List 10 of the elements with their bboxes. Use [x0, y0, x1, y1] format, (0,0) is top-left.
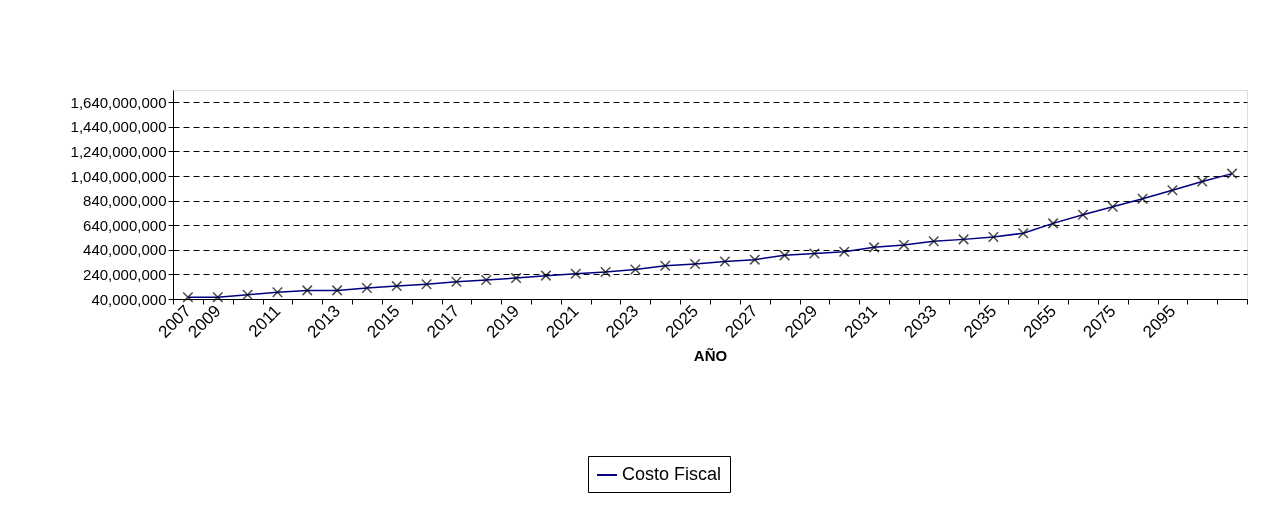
y-tick-label: 240,000,000: [83, 265, 167, 283]
legend-label: Costo Fiscal: [622, 464, 722, 484]
x-axis-title: AÑO: [693, 346, 728, 364]
y-tick-label: 1,240,000,000: [70, 142, 167, 160]
y-tick-label: 1,040,000,000: [70, 167, 167, 185]
y-tick-label: 840,000,000: [83, 192, 167, 210]
y-tick-label: 1,440,000,000: [70, 118, 167, 136]
y-tick-label: 440,000,000: [83, 241, 167, 259]
y-tick-label: 640,000,000: [83, 216, 167, 234]
y-tick-label: 1,640,000,000: [70, 93, 167, 111]
